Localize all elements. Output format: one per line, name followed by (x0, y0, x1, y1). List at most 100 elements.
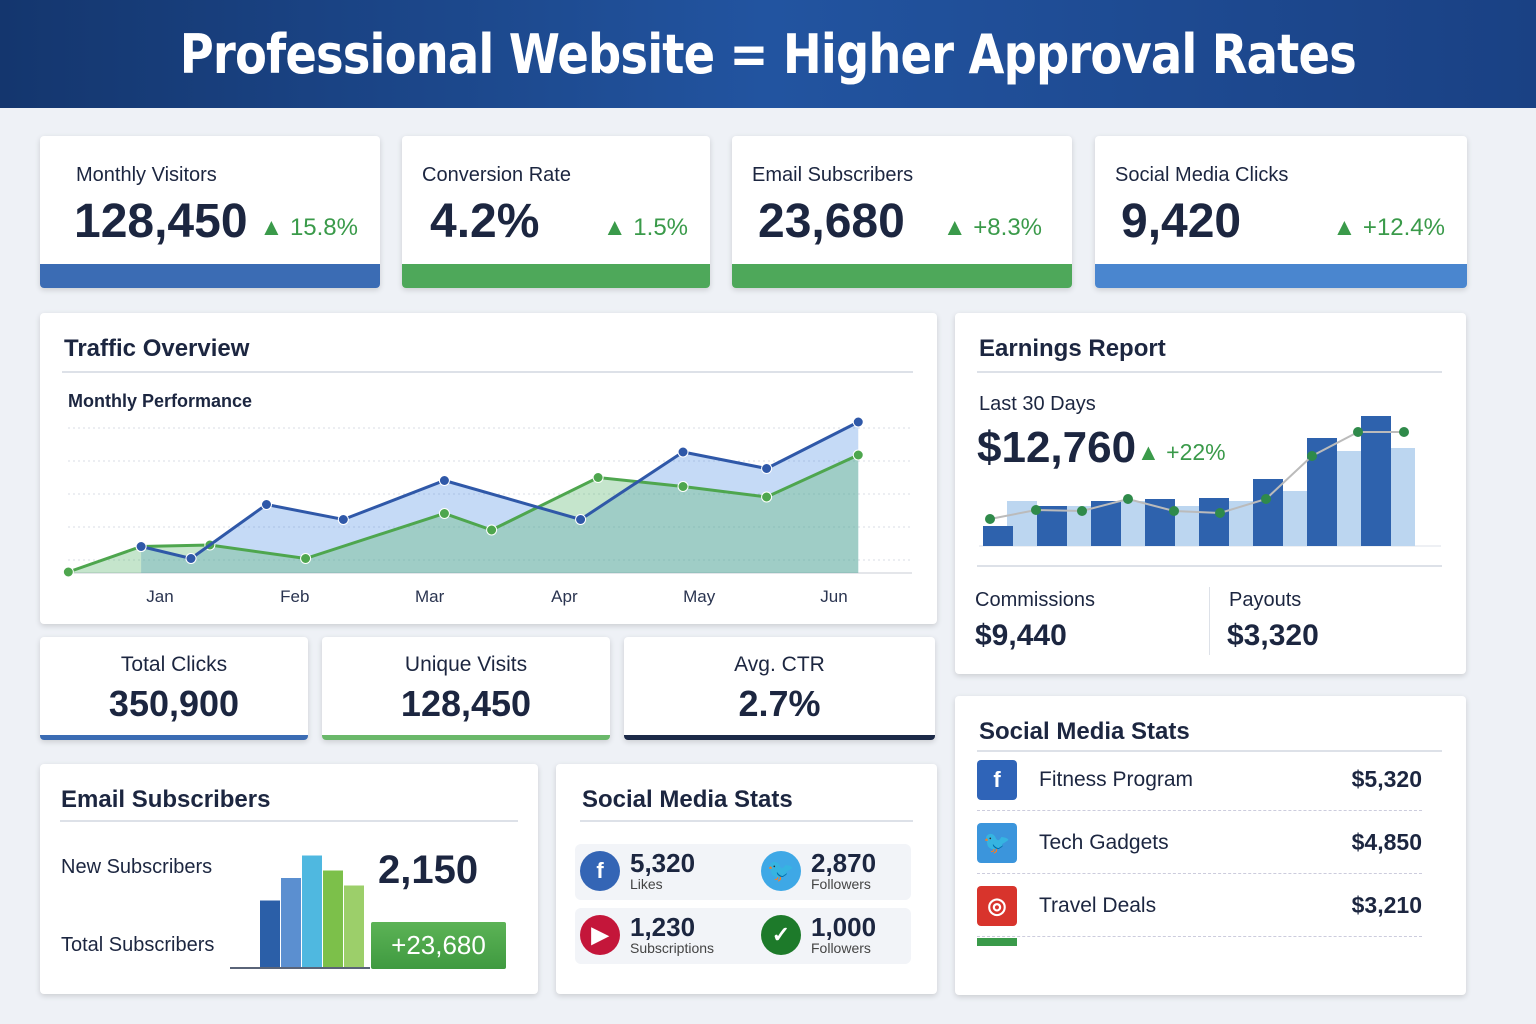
trend-point (1169, 506, 1179, 516)
data-point (337, 514, 349, 525)
stat-value: 350,900 (108, 683, 240, 724)
stat-total-clicks: Total Clicks 350,900 (40, 637, 308, 740)
trend-point (1031, 505, 1041, 515)
kpi-email-subscribers: Email Subscribers 23,680 ▲ +8.3% (732, 136, 1072, 288)
total-subscribers-badge: +23,680 (371, 922, 506, 969)
stat-bar (624, 735, 935, 740)
bar-dark (1253, 479, 1283, 546)
bar-dark (1091, 501, 1121, 546)
data-point (300, 553, 312, 564)
bar-dark (1199, 498, 1229, 546)
stat-label: Unique Visits (404, 653, 528, 676)
bar-dark (983, 526, 1013, 546)
data-point (677, 481, 689, 492)
data-point (438, 508, 450, 519)
social-stat: f 5,320 Likes (580, 850, 695, 892)
social-value: 5,320 (630, 848, 696, 878)
earnings-report-panel: Earnings Report Last 30 Days $12,760 ▲ +… (955, 313, 1466, 674)
kpi-conversion-rate: Conversion Rate 4.2% ▲ 1.5% (402, 136, 710, 288)
subscriber-bar (281, 878, 301, 968)
total-subscribers-label: Total Subscribers (61, 934, 215, 956)
partial-icon (977, 938, 1017, 946)
social-label: Followers (811, 940, 871, 956)
youtube-icon: ▶ (580, 915, 620, 955)
social-earnings-row[interactable]: 🐦 Tech Gadgets $4,850 (977, 812, 1422, 874)
chat-icon: ✓ (761, 915, 801, 955)
data-point (62, 566, 74, 578)
chart-subtitle: Monthly Performance (68, 391, 253, 411)
divider (977, 371, 1442, 373)
trend-point (1215, 508, 1225, 518)
subscriber-bar (323, 870, 343, 968)
traffic-line-chart: Jan Feb Mar Apr May Jun (62, 416, 912, 606)
bar-dark (1145, 499, 1175, 546)
divider (1209, 587, 1210, 655)
kpi-label: Email Subscribers (752, 164, 914, 186)
row-name: Fitness Program (1039, 767, 1194, 791)
stat-value: 2.7% (738, 683, 821, 724)
earnings-change: ▲ +22% (1137, 439, 1226, 465)
data-point (852, 449, 864, 461)
payouts-label: Payouts (1229, 589, 1302, 611)
new-subscribers-label: New Subscribers (61, 856, 213, 878)
kpi-bar (402, 264, 710, 288)
social-earnings-row[interactable]: ◎ Travel Deals $3,210 (977, 875, 1422, 937)
subscriber-bar (302, 855, 322, 968)
divider (62, 371, 913, 373)
subscriber-bar-chart (230, 855, 370, 969)
period-label: Last 30 Days (979, 393, 1096, 415)
facebook-icon: f (580, 851, 620, 891)
payouts-value: $3,320 (1227, 619, 1319, 652)
panel-title: Earnings Report (979, 335, 1166, 362)
bar-dark (1037, 506, 1067, 546)
series-line (67, 453, 859, 574)
commissions-value: $9,440 (975, 619, 1067, 652)
social-earnings-row[interactable]: f Fitness Program $5,320 (977, 749, 1422, 811)
data-point (761, 463, 773, 474)
social-stat: 🐦 2,870 Followers (761, 850, 876, 892)
trend-point (1353, 427, 1363, 437)
kpi-change: ▲ +12.4% (1332, 214, 1446, 241)
social-media-earnings-panel: Social Media Stats f Fitness Program $5,32… (955, 696, 1466, 995)
data-point (185, 553, 197, 564)
divider (977, 565, 1442, 567)
x-tick-label: May (683, 587, 716, 606)
commissions-label: Commissions (975, 589, 1096, 611)
stat-value: 128,450 (400, 683, 532, 724)
panel-title: Traffic Overview (64, 335, 250, 362)
social-stat: ▶ 1,230 Subscriptions (580, 914, 714, 956)
social-stat: ✓ 1,000 Followers (761, 914, 876, 956)
page-title: Professional Website = Higher Approval R… (179, 22, 1357, 86)
kpi-value: 4.2% (430, 195, 540, 248)
row-name: Travel Deals (1039, 893, 1157, 917)
kpi-bar (40, 264, 380, 288)
subscriber-bar (344, 885, 364, 968)
social-value: 1,000 (811, 912, 877, 942)
twitter-icon: 🐦 (977, 822, 1017, 863)
data-point (575, 514, 587, 525)
social-label: Subscriptions (630, 940, 715, 956)
kpi-label: Social Media Clicks (1115, 164, 1289, 186)
data-point (486, 524, 498, 536)
stat-label: Avg. CTR (734, 653, 825, 676)
traffic-overview-panel: Traffic Overview Monthly Performance Jan… (40, 313, 937, 624)
stat-label: Total Clicks (120, 653, 228, 676)
social-value: 1,230 (630, 912, 696, 942)
subscriber-bar (260, 900, 280, 968)
data-point (260, 499, 272, 510)
x-tick-label: Mar (415, 587, 445, 606)
social-label: Followers (811, 876, 871, 892)
kpi-bar (1095, 264, 1467, 288)
stat-bar (322, 735, 610, 740)
kpi-value: 128,450 (74, 195, 248, 248)
x-tick-label: Jun (820, 587, 847, 606)
trend-point (1307, 451, 1317, 461)
data-point (135, 541, 147, 552)
x-tick-label: Feb (280, 587, 309, 606)
social-row-bg (575, 908, 911, 964)
trend-point (1077, 506, 1087, 516)
bar-dark (1361, 416, 1391, 546)
twitter-icon: 🐦 (761, 851, 801, 891)
email-subscribers-panel: Email Subscribers New Subscribers 2,150 … (40, 764, 538, 994)
data-point (677, 446, 689, 458)
